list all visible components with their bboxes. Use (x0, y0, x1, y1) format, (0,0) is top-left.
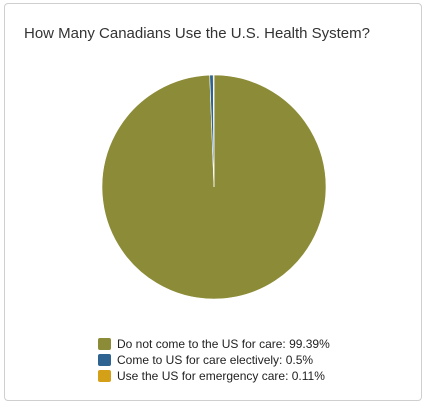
legend-label: Do not come to the US for care: 99.39% (117, 336, 330, 351)
legend-item: Come to US for care electively: 0.5% (98, 352, 330, 367)
chart-title: How Many Canadians Use the U.S. Health S… (24, 25, 370, 42)
pie-chart (101, 74, 327, 300)
legend-label: Use the US for emergency care: 0.11% (117, 368, 325, 383)
chart-frame: How Many Canadians Use the U.S. Health S… (4, 3, 422, 401)
slice-emergency[interactable] (212, 74, 215, 188)
legend-swatch (98, 353, 111, 366)
legend: Do not come to the US for care: 99.39% C… (98, 336, 330, 384)
legend-swatch (98, 369, 111, 382)
legend-item: Do not come to the US for care: 99.39% (98, 336, 330, 351)
legend-item: Use the US for emergency care: 0.11% (98, 368, 330, 383)
legend-label: Come to US for care electively: 0.5% (117, 352, 314, 367)
legend-swatch (98, 337, 111, 350)
